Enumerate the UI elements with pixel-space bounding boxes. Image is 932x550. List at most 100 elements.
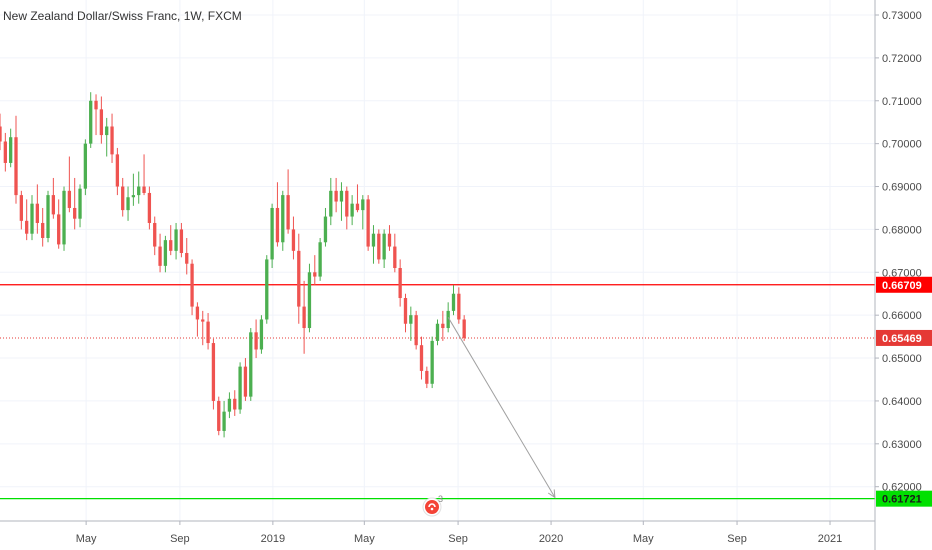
support-price-tag xyxy=(876,490,932,507)
y-tick-label: 0.73000 xyxy=(882,10,922,22)
candle-body xyxy=(41,222,45,238)
candle-body xyxy=(169,240,173,251)
candle-body xyxy=(382,233,386,260)
candle-body xyxy=(9,137,13,163)
candle-body xyxy=(14,137,18,196)
candle-body xyxy=(350,203,354,217)
candle-body xyxy=(345,190,349,217)
candle-body xyxy=(3,141,7,163)
candle-body xyxy=(307,272,312,329)
y-tick-label: 0.65000 xyxy=(882,353,922,365)
candle-body xyxy=(457,293,461,320)
y-tick-label: 0.71000 xyxy=(882,96,922,108)
candle-body xyxy=(67,190,72,208)
candle-body xyxy=(131,195,136,198)
y-tick-label: 0.70000 xyxy=(882,139,922,151)
candle-body xyxy=(211,343,216,401)
y-tick-label: 0.67000 xyxy=(882,267,922,279)
candle-body xyxy=(142,186,146,193)
candle-body xyxy=(121,186,125,211)
candle-body xyxy=(462,319,466,338)
candle-body xyxy=(158,246,162,266)
y-tick-label: 0.64000 xyxy=(882,396,922,408)
price-axis[interactable]: 0.73000 0.72000 0.71000 0.70000 0.69000 0.680… xyxy=(875,10,922,494)
y-tick-label: 0.63000 xyxy=(882,439,922,451)
x-tick-label: May xyxy=(633,533,654,545)
candle-body xyxy=(201,319,205,322)
candle-body xyxy=(99,109,104,136)
x-tick-label: 2020 xyxy=(539,533,563,545)
y-tick-label: 0.68000 xyxy=(882,224,922,236)
candle-body xyxy=(302,306,306,329)
y-tick-label: 0.66000 xyxy=(882,310,922,322)
candle-body xyxy=(259,319,264,350)
candle-body xyxy=(89,100,93,144)
candle-body xyxy=(403,298,408,324)
candle-body xyxy=(0,126,2,142)
arrow-shaft xyxy=(447,317,556,498)
candle-body xyxy=(286,195,290,230)
tradingview-logo-icon: 3 xyxy=(422,494,443,517)
candle-body xyxy=(137,186,141,196)
candle-body xyxy=(355,203,360,211)
candle-body xyxy=(393,246,397,269)
candle-body xyxy=(94,100,98,110)
candle-body xyxy=(185,252,189,264)
candle-body xyxy=(25,220,29,234)
candle-body xyxy=(110,126,114,155)
candle-body xyxy=(35,203,40,223)
candle-body xyxy=(46,195,50,238)
candle-body xyxy=(318,242,322,277)
candle-body xyxy=(51,195,56,215)
candle-body xyxy=(233,398,237,410)
candle-body xyxy=(217,400,221,431)
candle-body xyxy=(254,332,258,350)
candles xyxy=(0,92,466,438)
candle-body xyxy=(126,197,130,211)
candle-body xyxy=(451,293,456,311)
x-tick-label: May xyxy=(354,533,375,545)
x-tick-label: 2019 xyxy=(261,533,285,545)
candle-body xyxy=(339,190,344,202)
candle-body xyxy=(243,366,248,397)
candle-body xyxy=(206,321,210,344)
candle-body xyxy=(414,315,418,346)
y-tick-label: 0.69000 xyxy=(882,182,922,194)
candle-body xyxy=(195,306,200,320)
candle-body xyxy=(387,233,392,247)
chart-title: New Zealand Dollar/Swiss Franc, 1W, FXCM xyxy=(3,9,242,23)
candle-body xyxy=(163,240,168,266)
candle-body xyxy=(179,229,184,253)
projection-arrow[interactable] xyxy=(447,317,556,499)
y-tick-label: 0.72000 xyxy=(882,53,922,65)
candle-body xyxy=(419,345,424,371)
support-price-label: 0.61721 xyxy=(882,494,922,506)
candle-body xyxy=(227,398,232,412)
last_price-price-tag xyxy=(876,329,932,346)
candle-body xyxy=(313,272,317,277)
candle-body xyxy=(291,229,296,251)
candle-body xyxy=(174,229,178,251)
candle-body xyxy=(323,216,328,243)
candle-body xyxy=(441,323,445,329)
candle-body xyxy=(435,323,440,341)
candle-body xyxy=(238,366,242,410)
candle-body xyxy=(297,250,301,307)
candle-body xyxy=(281,195,285,243)
horizontal-lines xyxy=(0,284,875,500)
x-tick-label: Sep xyxy=(448,533,468,545)
x-tick-label: Sep xyxy=(727,533,747,545)
candle-body xyxy=(329,190,333,217)
candle-body xyxy=(446,310,450,329)
candle-body xyxy=(73,207,77,219)
x-tick-label: Sep xyxy=(170,533,190,545)
candle-body xyxy=(398,268,402,299)
price-labels: 0.66709 0.65469 0.61721 xyxy=(876,276,932,507)
candle-body xyxy=(334,190,338,202)
x-tick-label: 2021 xyxy=(818,533,842,545)
candle-body xyxy=(275,207,280,243)
resistance-price-tag xyxy=(876,276,932,293)
candle-body xyxy=(78,188,82,219)
time-axis[interactable]: May Sep 2019 May Sep 2020 May Sep 2021 xyxy=(76,521,843,545)
